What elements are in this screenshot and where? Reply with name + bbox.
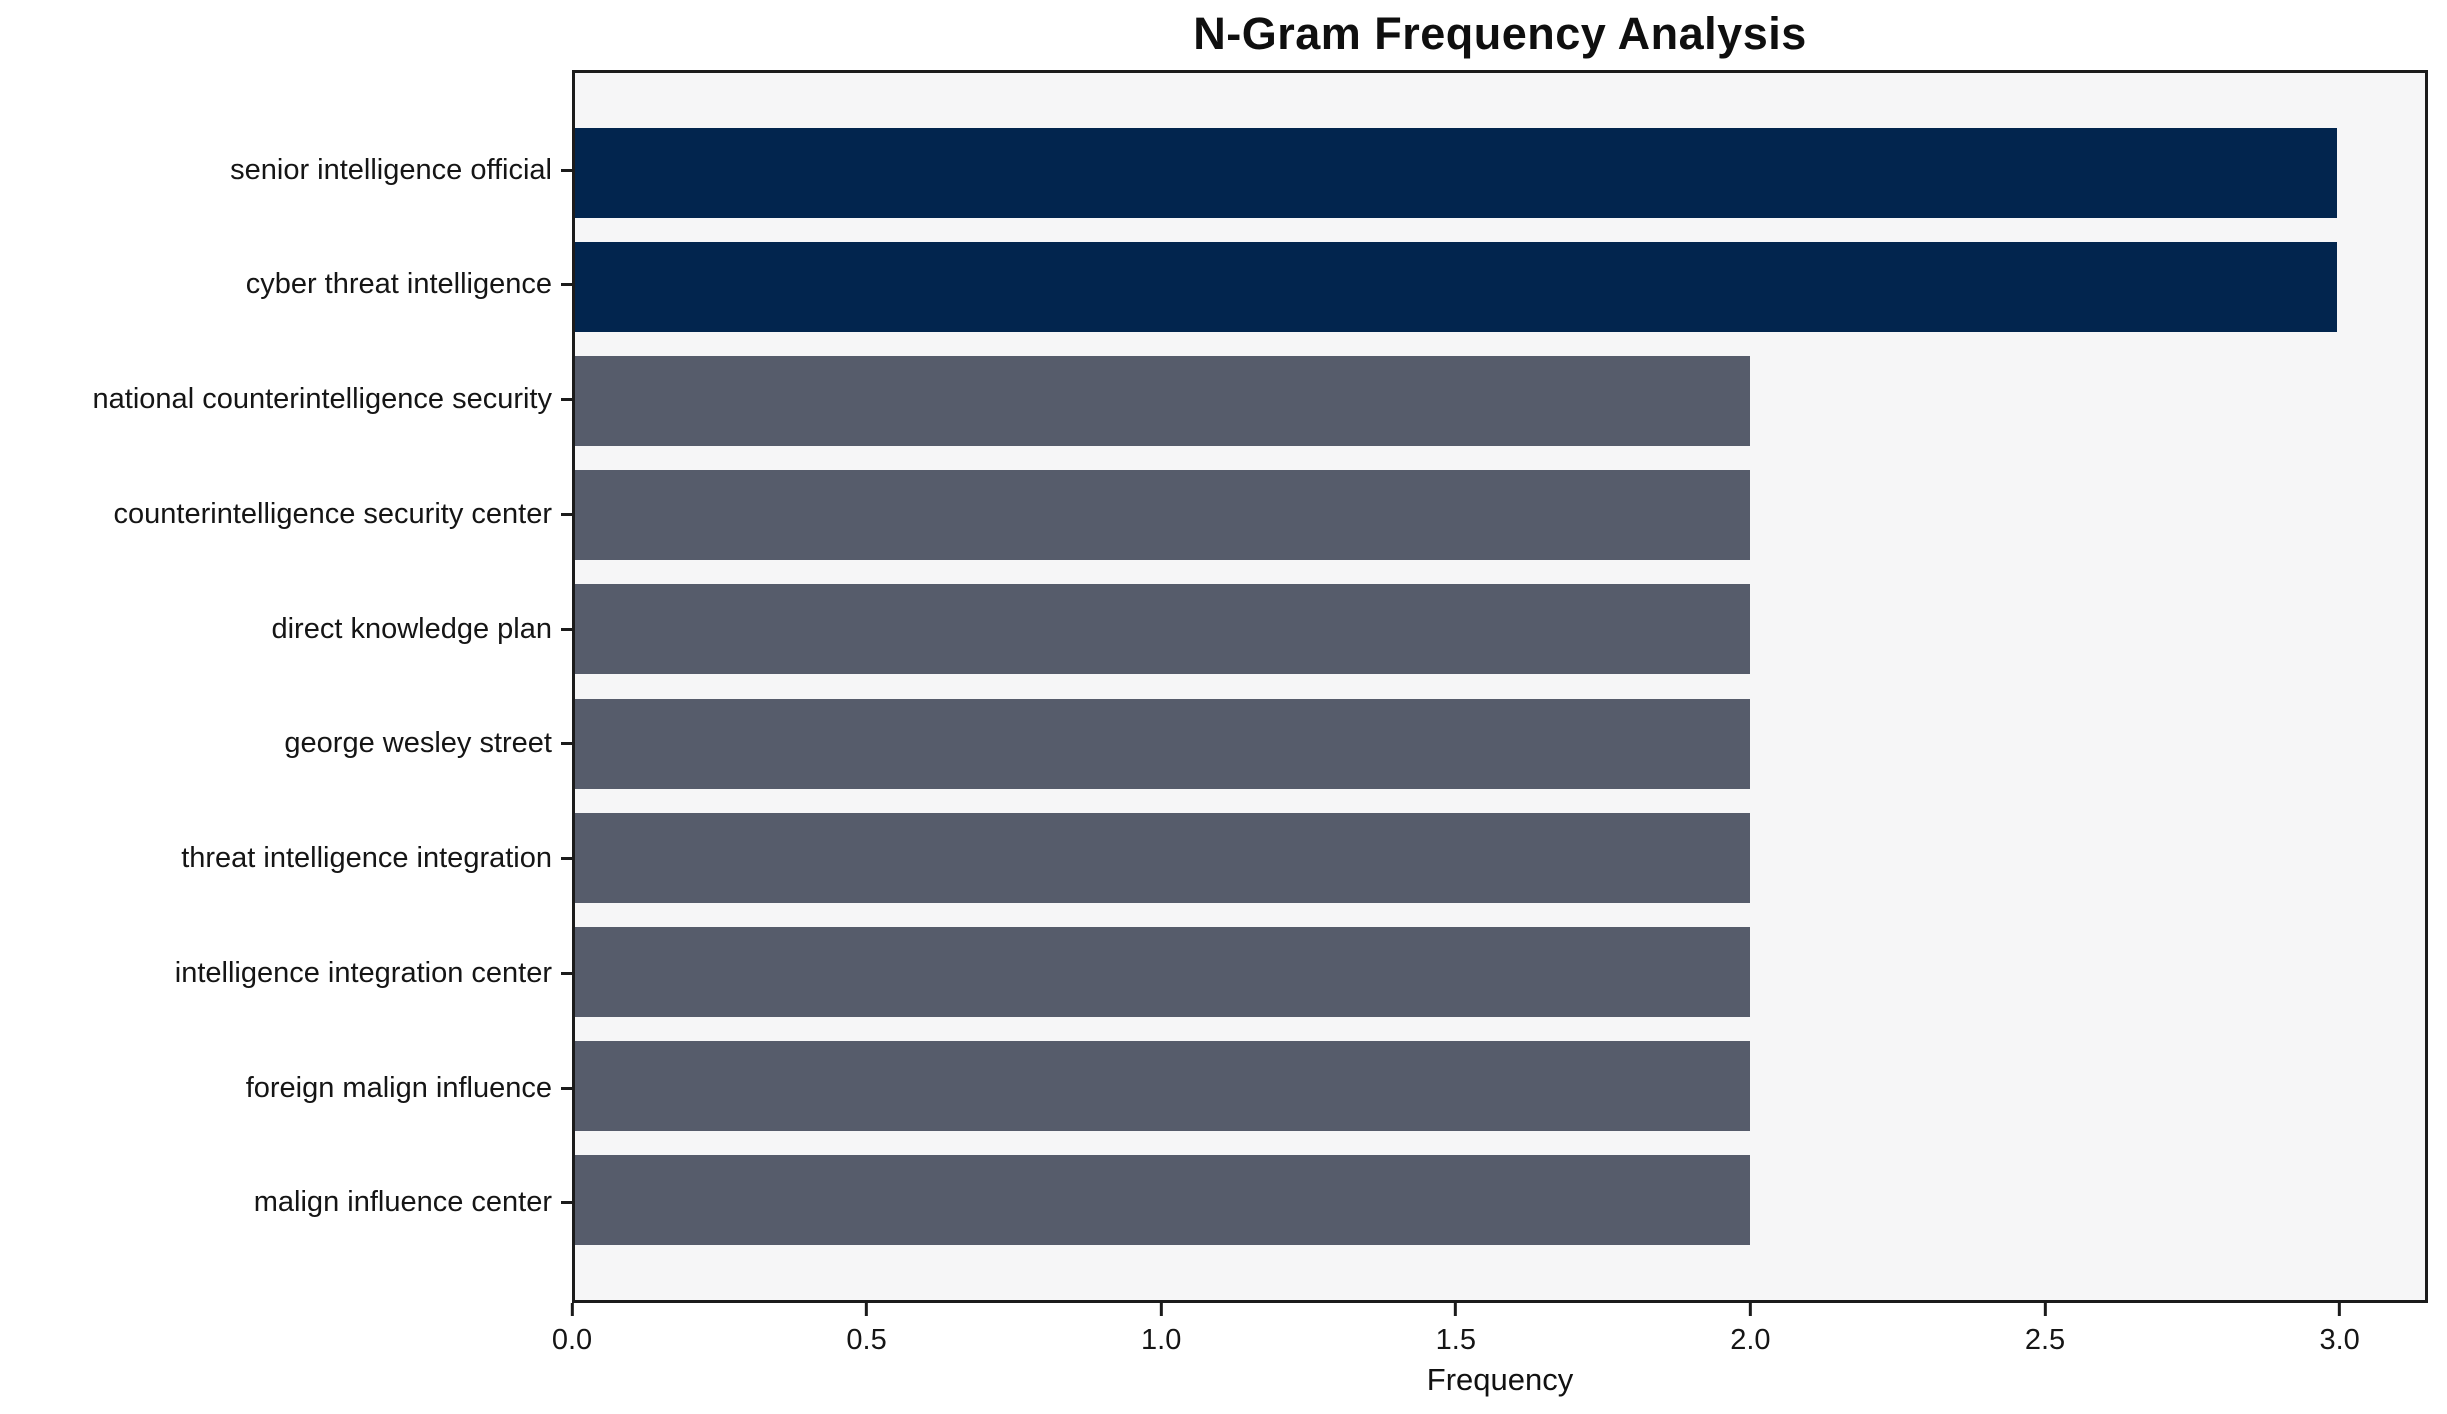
x-tick-label: 1.0 — [1141, 1324, 1182, 1356]
bar — [575, 584, 1750, 675]
x-tick-mark — [1748, 1303, 1752, 1316]
bar-row — [575, 698, 2425, 789]
bar — [575, 242, 2337, 333]
bar — [575, 1040, 1750, 1131]
bar — [575, 470, 1750, 561]
bar-row — [575, 812, 2425, 903]
y-tick-mark — [561, 398, 572, 402]
x-tick: 3.0 — [2319, 1303, 2360, 1357]
y-axis-tick-label: direct knowledge plan — [271, 612, 552, 645]
x-tick-label: 3.0 — [2319, 1324, 2360, 1356]
chart-title: N-Gram Frequency Analysis — [1193, 8, 1807, 59]
bar — [575, 812, 1750, 903]
y-axis-labels: senior intelligence official cyber threat… — [0, 70, 572, 1303]
y-tick-mark — [561, 971, 572, 975]
bar-row — [575, 356, 2425, 447]
x-tick-mark — [2338, 1303, 2342, 1316]
x-tick-mark — [1159, 1303, 1163, 1316]
bar-row — [575, 1154, 2425, 1245]
ylabel-row: direct knowledge plan — [0, 584, 572, 674]
y-axis-tick-label: malign influence center — [253, 1186, 552, 1219]
y-tick-mark — [561, 742, 572, 746]
bar-row — [575, 1040, 2425, 1131]
bar-row — [575, 470, 2425, 561]
x-tick: 1.5 — [1436, 1303, 1476, 1357]
bar — [575, 926, 1750, 1017]
bar-row — [575, 584, 2425, 675]
y-axis-tick-label: intelligence integration center — [174, 956, 552, 989]
ylabel-row: malign influence center — [0, 1158, 572, 1248]
x-tick-label: 0.5 — [846, 1324, 887, 1356]
bar — [575, 356, 1750, 447]
bar — [575, 1154, 1750, 1245]
ylabel-row: foreign malign influence — [0, 1043, 572, 1133]
y-axis-tick-label: cyber threat intelligence — [245, 268, 552, 301]
ylabel-row: george wesley street — [0, 699, 572, 789]
bar-row — [575, 926, 2425, 1017]
ylabel-row: national counterintelligence security — [0, 355, 572, 445]
x-tick: 0.0 — [552, 1303, 592, 1357]
x-tick: 1.0 — [1141, 1303, 1181, 1357]
x-tick-mark — [2043, 1303, 2047, 1316]
x-tick-label: 2.0 — [1730, 1324, 1771, 1356]
x-tick: 2.0 — [1730, 1303, 1771, 1357]
y-axis-tick-label: senior intelligence official — [230, 153, 552, 186]
bar — [575, 128, 2337, 218]
x-tick-label: 2.5 — [2024, 1324, 2066, 1356]
y-axis-tick-label: george wesley street — [284, 727, 552, 760]
y-tick-mark — [561, 1201, 572, 1205]
bars — [575, 73, 2425, 1300]
y-tick-mark — [561, 857, 572, 861]
y-tick-mark — [561, 512, 572, 516]
y-axis-tick-label: foreign malign influence — [245, 1071, 552, 1104]
x-tick-mark — [570, 1303, 574, 1316]
bar — [575, 698, 1750, 789]
x-tick-mark — [865, 1303, 869, 1316]
y-tick-mark — [561, 627, 572, 631]
ylabel-row: threat intelligence integration — [0, 814, 572, 904]
x-tick: 0.5 — [846, 1303, 887, 1357]
plot-area — [572, 70, 2428, 1303]
ylabel-row: senior intelligence official — [0, 125, 572, 215]
x-axis-ticks: 0.0 0.5 1.0 1.5 2.0 2.5 3.0 — [552, 1303, 2428, 1373]
bar-row — [575, 242, 2425, 333]
ylabel-row: intelligence integration center — [0, 928, 572, 1018]
y-axis-tick-label: counterintelligence security center — [113, 497, 552, 530]
x-tick-label: 1.5 — [1435, 1324, 1476, 1356]
y-axis-tick-label: national counterintelligence security — [92, 383, 552, 416]
x-tick-label: 0.0 — [551, 1324, 593, 1356]
x-tick: 2.5 — [2025, 1303, 2065, 1357]
y-tick-mark — [561, 168, 572, 172]
y-tick-mark — [561, 283, 572, 287]
ylabel-row: cyber threat intelligence — [0, 240, 572, 330]
ylabel-row: counterintelligence security center — [0, 469, 572, 559]
x-tick-mark — [1454, 1303, 1458, 1316]
y-tick-mark — [561, 1086, 572, 1090]
y-axis-tick-label: threat intelligence integration — [181, 842, 552, 875]
x-axis-label: Frequency — [1426, 1362, 1574, 1397]
bar-row — [575, 128, 2425, 218]
